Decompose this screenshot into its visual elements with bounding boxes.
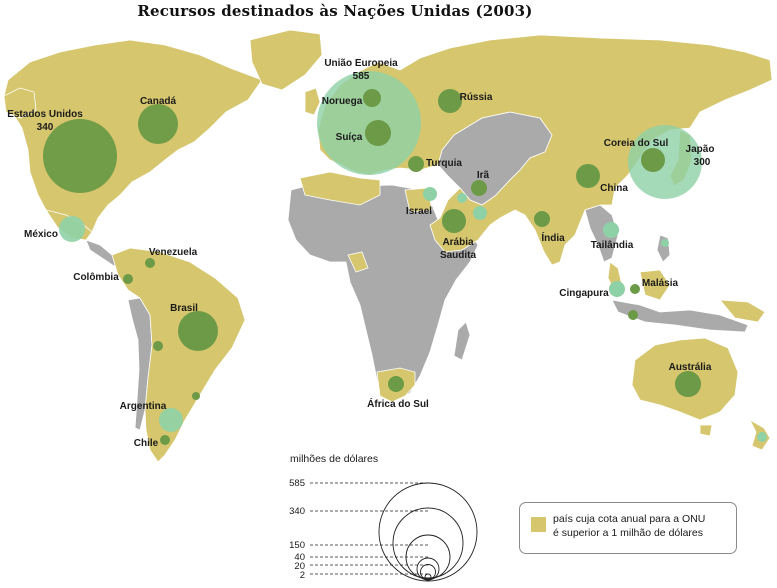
legend-box: país cuja cota anual para a ONU é superi… xyxy=(519,502,737,554)
bubble-argentina xyxy=(159,408,183,432)
bubble-saudi xyxy=(442,209,466,233)
label-eu-value: 585 xyxy=(353,71,370,82)
contribution-bubbles xyxy=(43,71,767,445)
label-norway: Noruega xyxy=(322,96,363,107)
bubble-singapore xyxy=(609,281,625,297)
bubble-china xyxy=(576,164,600,188)
label-south-africa: África do Sul xyxy=(367,397,429,410)
label-colombia: Colômbia xyxy=(73,272,119,283)
size-scale: milhões de dólares 585 340 150 40 20 2 xyxy=(289,453,478,582)
label-venezuela: Venezuela xyxy=(149,247,198,258)
bubble-brazil xyxy=(178,311,218,351)
label-japan-name: Japão xyxy=(686,144,715,155)
north-america-shape xyxy=(3,39,263,241)
bubble-switzerland xyxy=(365,120,391,146)
bubble-mexico xyxy=(59,216,85,242)
bubble-israel xyxy=(423,187,437,201)
bubble-kuwait xyxy=(457,193,467,203)
bubble-iran xyxy=(471,180,487,196)
philippines-shape xyxy=(656,234,671,263)
indonesia-shape xyxy=(611,299,749,333)
bubble-usa xyxy=(43,119,117,193)
label-china: China xyxy=(600,183,628,194)
bubble-chile xyxy=(160,435,170,445)
scale-label-150: 150 xyxy=(289,540,305,551)
label-chile: Chile xyxy=(134,438,159,449)
borneo-shape xyxy=(639,269,671,301)
label-usa-name: Estados Unidos xyxy=(7,109,83,120)
scale-label-20: 20 xyxy=(294,561,305,572)
se-asia-shape xyxy=(584,204,619,263)
legend-text: país cuja cota anual para a ONU é superi… xyxy=(553,512,735,540)
scale-label-40: 40 xyxy=(294,552,305,563)
greenland-shape xyxy=(249,29,323,91)
uk-shape xyxy=(304,87,321,116)
alaska-shape xyxy=(3,87,37,119)
bubble-peru xyxy=(153,341,163,351)
label-australia: Austrália xyxy=(669,362,712,373)
scale-circle-340 xyxy=(392,507,464,579)
label-mexico: México xyxy=(24,229,58,240)
bubble-india xyxy=(534,211,550,227)
bubble-turkey xyxy=(408,156,424,172)
bubble-uruguay xyxy=(192,392,200,400)
bubble-philippines xyxy=(661,239,669,247)
bubble-new-zealand xyxy=(757,432,767,442)
legend-swatch xyxy=(531,517,546,532)
label-brazil: Brasil xyxy=(170,303,198,314)
scale-label-340: 340 xyxy=(289,506,305,517)
new-guinea-shape xyxy=(719,299,766,323)
map-title: Recursos destinados às Nações Unidas (20… xyxy=(137,2,533,20)
bubble-malaysia xyxy=(630,284,640,294)
label-india: Índia xyxy=(541,231,565,244)
label-eu-name: União Europeia xyxy=(324,58,398,69)
scale-circle-20 xyxy=(420,564,436,580)
scale-circles xyxy=(378,482,478,582)
scale-label-585: 585 xyxy=(289,478,305,489)
label-thailand: Tailândia xyxy=(591,240,634,251)
label-korea: Coreia do Sul xyxy=(604,138,669,149)
scale-leaders xyxy=(310,482,428,575)
legend-line-2: é superior a 1 milhão de dólares xyxy=(553,527,704,539)
label-turkey: Turquia xyxy=(426,158,462,169)
scale-title: milhões de dólares xyxy=(290,453,378,465)
south-america-shape xyxy=(111,247,246,463)
bubble-eu xyxy=(317,71,421,175)
scale-circle-40 xyxy=(416,557,440,581)
bubble-south-africa xyxy=(388,376,404,392)
label-japan-value: 300 xyxy=(694,157,711,168)
bubble-indonesia xyxy=(628,310,638,320)
north-africa-shape xyxy=(299,171,381,206)
tasmania-shape xyxy=(699,424,713,437)
bubble-thailand xyxy=(603,222,619,238)
bubble-norway xyxy=(363,89,381,107)
scale-label-2: 2 xyxy=(300,570,305,581)
label-switzerland: Suíça xyxy=(336,132,363,143)
label-singapore: Cingapura xyxy=(559,288,609,299)
legend-line-1: país cuja cota anual para a ONU xyxy=(553,513,706,525)
label-canada: Canadá xyxy=(140,96,177,107)
bubble-colombia xyxy=(123,274,133,284)
label-malaysia: Malásia xyxy=(642,278,679,289)
label-saudi-1: Arábia xyxy=(442,237,474,248)
label-iran: Irã xyxy=(477,170,490,181)
madagascar-shape xyxy=(453,321,471,361)
label-argentina: Argentina xyxy=(120,401,167,412)
label-israel: Israel xyxy=(406,206,432,217)
label-usa-value: 340 xyxy=(37,122,54,133)
bubble-japan xyxy=(628,125,702,199)
bubble-uae xyxy=(473,206,487,220)
country-labels: União Europeia 585 Estados Unidos 340 Ja… xyxy=(7,58,714,449)
west-africa-shape xyxy=(347,251,369,273)
label-saudi-2: Saudita xyxy=(440,250,477,261)
bubble-canada xyxy=(138,104,178,144)
scale-circle-585 xyxy=(378,482,478,582)
eurasia-shape xyxy=(317,34,773,266)
label-russia: Rússia xyxy=(460,92,493,103)
bubble-russia xyxy=(438,89,462,113)
bubble-korea xyxy=(641,148,665,172)
bubble-venezuela xyxy=(145,258,155,268)
bubble-australia xyxy=(675,371,701,397)
